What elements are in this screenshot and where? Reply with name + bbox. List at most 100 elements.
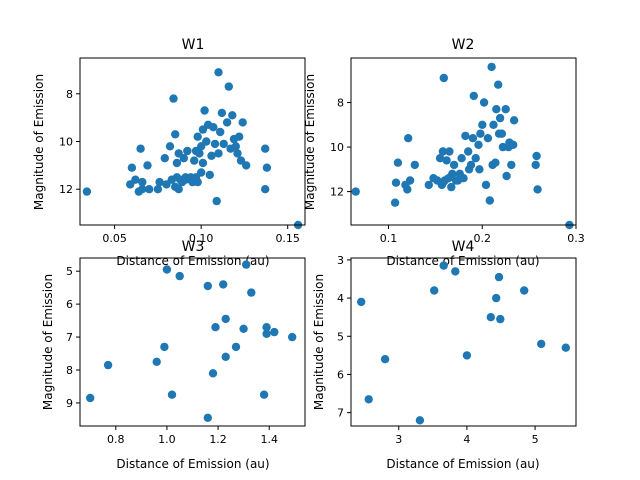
subplot-w3-xlabel: Distance of Emission (au) bbox=[116, 457, 269, 471]
subplot-w4-yticks: 3 4 5 6 7 bbox=[337, 254, 351, 420]
y-tick-label: 7 bbox=[66, 331, 73, 344]
y-tick-label: 9 bbox=[66, 397, 73, 410]
subplot-w3-point bbox=[152, 357, 161, 366]
subplot-w1-point bbox=[160, 154, 169, 163]
subplot-w3-point bbox=[175, 271, 184, 281]
subplot-w2-point bbox=[457, 154, 466, 163]
subplot-w1-point bbox=[212, 196, 221, 206]
subplot-w1-point bbox=[155, 177, 164, 187]
y-tick-label: 12 bbox=[330, 186, 344, 199]
subplot-w2-point bbox=[501, 105, 510, 114]
subplot-w1-point bbox=[222, 118, 232, 127]
subplot-w2-point bbox=[475, 165, 484, 174]
subplot-w2-point bbox=[492, 105, 501, 114]
subplot-w1-point bbox=[145, 185, 154, 194]
subplot-w2-point bbox=[461, 131, 470, 141]
subplot-w3-xticks: 0.8 1.0 1.2 1.4 bbox=[107, 426, 278, 446]
subplot-w3-point bbox=[103, 360, 113, 370]
y-tick-label: 8 bbox=[66, 364, 73, 377]
subplot-w2-point bbox=[509, 140, 518, 149]
subplot-w4-frame bbox=[350, 257, 577, 427]
y-tick-label: 10 bbox=[59, 136, 73, 149]
subplot-w1-points bbox=[82, 68, 303, 230]
y-tick-label: 5 bbox=[337, 330, 344, 343]
subplot-w2-point bbox=[502, 171, 511, 181]
subplot-w1-point bbox=[165, 142, 175, 151]
subplot-w1-point bbox=[183, 146, 192, 156]
x-tick-label: 0.10 bbox=[189, 232, 214, 245]
x-tick-label: 1.0 bbox=[158, 433, 176, 446]
subplot-w4-point bbox=[561, 343, 570, 352]
subplot-w4-title: W4 bbox=[452, 239, 475, 255]
subplot-w4-points bbox=[357, 261, 570, 425]
subplot-w2-point bbox=[410, 160, 419, 170]
subplot-w1-point bbox=[174, 185, 183, 194]
subplot-w1-point bbox=[195, 149, 204, 158]
subplot-w3-point bbox=[259, 390, 269, 399]
subplot-w1-point bbox=[214, 149, 223, 158]
subplot-w2-point bbox=[483, 134, 493, 143]
subplot-w4-point bbox=[380, 355, 390, 364]
y-tick-label: 6 bbox=[337, 368, 344, 381]
subplot-w2-point bbox=[532, 151, 541, 161]
subplot-w4-point bbox=[486, 313, 495, 322]
y-tick-label: 6 bbox=[66, 298, 73, 311]
subplot-w2-frame bbox=[350, 57, 577, 226]
subplot-w3-point bbox=[239, 324, 248, 333]
subplot-w1-point bbox=[143, 161, 152, 170]
subplot-w2-point bbox=[469, 91, 478, 101]
subplot-w2-point bbox=[471, 154, 480, 163]
subplot-w3-point bbox=[270, 327, 279, 337]
subplot-w1-point bbox=[171, 130, 180, 139]
subplot-w2-point bbox=[351, 187, 360, 196]
y-tick-label: 4 bbox=[337, 292, 344, 305]
subplot-w1-point bbox=[219, 139, 228, 149]
subplot-w3-point bbox=[231, 342, 241, 352]
subplot-w3-point bbox=[86, 393, 95, 403]
subplot-w1-point bbox=[214, 68, 223, 77]
subplot-w1-point bbox=[136, 144, 145, 153]
subplot-w2-point bbox=[474, 140, 483, 149]
subplot-w1-point bbox=[172, 158, 182, 168]
subplot-w1-point bbox=[210, 139, 220, 149]
subplot-w1-point bbox=[231, 142, 240, 151]
subplot-w2-point bbox=[435, 154, 445, 163]
subplot-w2-point bbox=[497, 129, 507, 138]
subplot-w3-point bbox=[221, 352, 230, 361]
subplot-w2-point bbox=[481, 180, 491, 190]
subplot-w4: W4 3 4 5 3 4 5 6 7 Distance of Emission (au) M… bbox=[312, 239, 577, 471]
subplot-w2-points bbox=[351, 62, 574, 230]
subplot-w1-point bbox=[207, 151, 216, 160]
subplot-w4-point bbox=[537, 339, 546, 349]
subplot-w2-point bbox=[495, 113, 505, 123]
subplot-w4-point bbox=[494, 272, 504, 282]
subplot-w3-point bbox=[211, 323, 220, 332]
subplot-w2-point bbox=[509, 116, 519, 125]
subplot-w1-xticks: 0.05 0.10 0.15 bbox=[102, 225, 300, 245]
subplot-w3-point bbox=[162, 265, 172, 274]
subplot-w1-point bbox=[127, 163, 137, 172]
subplot-w4-point bbox=[364, 395, 373, 404]
subplot-w2-point bbox=[403, 185, 412, 194]
subplot-w3-point bbox=[262, 329, 271, 338]
subplot-w1-point bbox=[138, 185, 147, 194]
y-tick-label: 12 bbox=[59, 183, 73, 196]
subplot-w1-point bbox=[261, 185, 270, 194]
subplot-w1-point bbox=[190, 156, 199, 165]
subplot-w4-xlabel: Distance of Emission (au) bbox=[386, 457, 539, 471]
x-tick-label: 0.2 bbox=[474, 232, 492, 245]
subplot-w2-yticks: 8 10 12 bbox=[330, 97, 351, 199]
subplot-w1-point bbox=[197, 168, 206, 177]
subplot-w1-point bbox=[216, 127, 225, 137]
subplot-w2-point bbox=[459, 174, 468, 183]
subplot-w2-point bbox=[448, 169, 457, 178]
subplot-w1-point bbox=[217, 108, 227, 118]
subplot-w2-point bbox=[466, 160, 476, 170]
subplot-w1-point bbox=[261, 144, 270, 153]
subplot-w1-point bbox=[224, 82, 233, 91]
subplot-w3-point bbox=[288, 332, 297, 342]
subplot-w2-point bbox=[445, 147, 454, 156]
subplot-w3-yticks: 5 6 7 8 9 bbox=[66, 265, 80, 410]
